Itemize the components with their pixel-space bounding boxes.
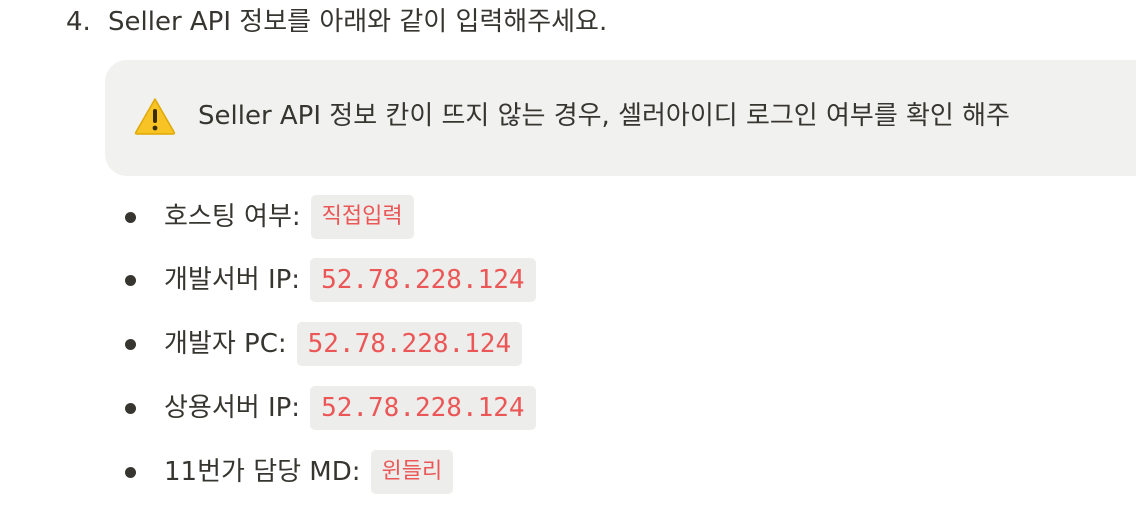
list-item-dev-server-ip: 개발서버 IP: 52.78.228.124 <box>125 257 536 303</box>
list-item-prod-server-ip: 상용서버 IP: 52.78.228.124 <box>125 385 536 431</box>
bullet <box>125 402 136 414</box>
bullet <box>125 466 136 478</box>
step-heading: 4. Seller API 정보를 아래와 같이 입력해주세요. <box>66 2 607 42</box>
warning-icon <box>134 98 176 135</box>
list-item-md: 11번가 담당 MD: 윈들리 <box>125 449 454 495</box>
item-value-code: 52.78.228.124 <box>296 322 523 366</box>
item-label: 상용서버 IP: <box>164 393 301 423</box>
item-label: 개발서버 IP: <box>164 265 301 295</box>
list-item-hosting: 호스팅 여부: 직접입력 <box>125 194 414 240</box>
step-text: Seller API 정보를 아래와 같이 입력해주세요. <box>108 7 608 37</box>
item-value-code: 52.78.228.124 <box>310 386 536 430</box>
callout-text: Seller API 정보 칸이 뜨지 않는 경우, 셀러아이디 로그인 여부를… <box>198 101 1010 131</box>
warning-callout: Seller API 정보 칸이 뜨지 않는 경우, 셀러아이디 로그인 여부를… <box>105 60 1136 176</box>
item-value-code: 직접입력 <box>310 195 414 239</box>
item-label: 호스팅 여부: <box>164 202 301 232</box>
item-label: 11번가 담당 MD: <box>164 457 361 487</box>
list-item-dev-pc: 개발자 PC: 52.78.228.124 <box>125 321 523 367</box>
bullet <box>125 338 136 350</box>
bullet <box>125 211 136 223</box>
item-value-code: 52.78.228.124 <box>310 258 536 302</box>
item-label: 개발자 PC: <box>164 329 287 359</box>
item-value-code: 윈들리 <box>370 450 454 494</box>
bullet <box>125 274 136 286</box>
step-number: 4. <box>66 7 91 37</box>
